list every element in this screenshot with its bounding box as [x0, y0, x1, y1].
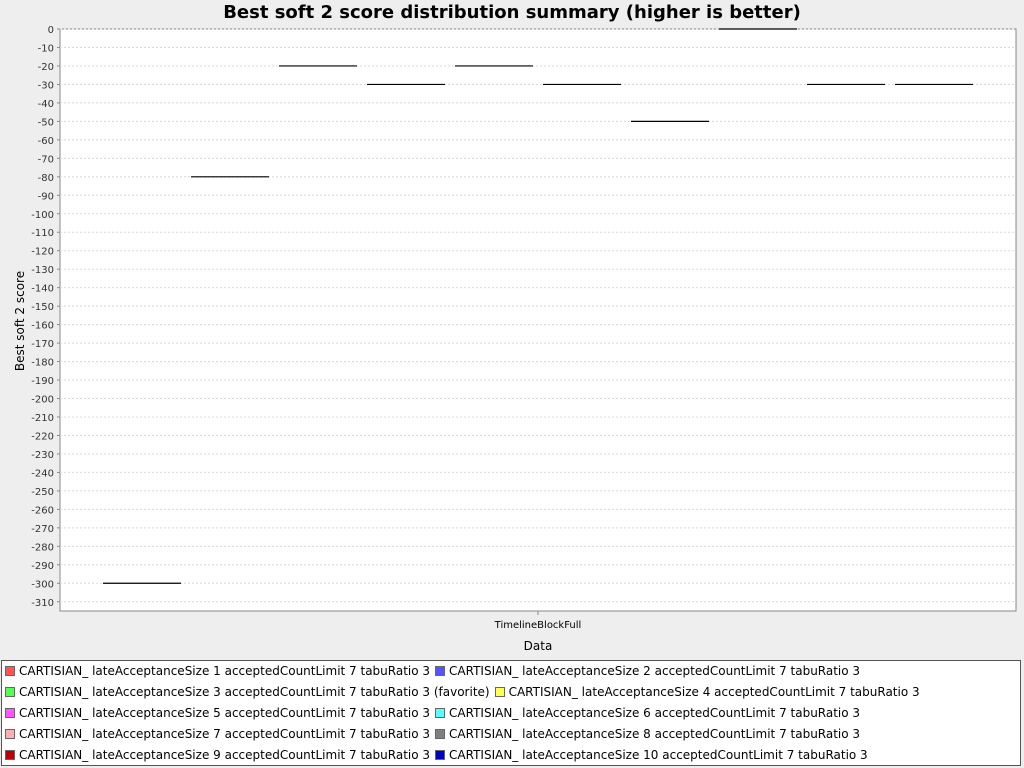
legend-label: CARTISIAN_ lateAcceptanceSize 3 accepted…	[19, 685, 490, 700]
x-axis-label: Data	[523, 639, 553, 653]
y-tick-label: -50	[38, 117, 54, 128]
legend-row: CARTISIAN_ lateAcceptanceSize 5 accepted…	[2, 703, 1020, 724]
legend-label: CARTISIAN_ lateAcceptanceSize 2 accepted…	[449, 664, 861, 679]
y-axis-ticks: 0 -10 -20 -30 -40 -50 -60 -70 -80 -90 -100 -110 -120…	[31, 25, 60, 609]
legend-label: CARTISIAN_ lateAcceptanceSize 6 accepted…	[449, 705, 861, 720]
legend-row: CARTISIAN_ lateAcceptanceSize 3 accepted…	[2, 682, 1020, 703]
y-tick-label: 0	[48, 25, 54, 36]
legend-item: CARTISIAN_ lateAcceptanceSize 6 accepted…	[435, 706, 860, 720]
legend-item: CARTISIAN_ lateAcceptanceSize 9 accepted…	[5, 748, 430, 762]
legend-swatch	[435, 666, 446, 677]
chart-title: Best soft 2 score distribution summary (…	[223, 2, 801, 23]
y-tick-label: -290	[31, 561, 54, 572]
legend-item: CARTISIAN_ lateAcceptanceSize 1 accepted…	[5, 664, 430, 678]
legend-row: CARTISIAN_ lateAcceptanceSize 1 accepted…	[2, 661, 1020, 682]
chart-plot: 0 -10 -20 -30 -40 -50 -60 -70 -80 -90 -100 -110 -120…	[31, 25, 1017, 631]
y-tick-label: -160	[31, 321, 54, 332]
y-tick-label: -100	[31, 210, 54, 221]
x-tick-label: TimelineBlockFull	[494, 620, 582, 631]
y-axis-label: Best soft 2 score	[13, 270, 27, 372]
y-tick-label: -30	[38, 80, 54, 91]
y-tick-label: -220	[31, 431, 54, 442]
legend-swatch	[5, 749, 15, 760]
y-tick-label: -20	[38, 62, 54, 73]
legend-row: CARTISIAN_ lateAcceptanceSize 9 accepted…	[2, 744, 1020, 765]
y-tick-label: -260	[31, 505, 54, 516]
legend-label: CARTISIAN_ lateAcceptanceSize 8 accepted…	[449, 726, 861, 741]
y-tick-label: -140	[31, 284, 54, 295]
legend-swatch	[435, 728, 446, 739]
legend-swatch	[5, 687, 15, 698]
y-tick-label: -80	[38, 173, 54, 184]
y-tick-label: -130	[31, 265, 54, 276]
y-tick-label: -300	[31, 579, 54, 590]
legend-swatch	[5, 707, 15, 718]
legend-label: CARTISIAN_ lateAcceptanceSize 5 accepted…	[19, 705, 431, 720]
y-tick-label: -70	[38, 154, 54, 165]
legend-swatch	[494, 687, 505, 698]
legend-label: CARTISIAN_ lateAcceptanceSize 10 accepte…	[449, 747, 868, 762]
y-tick-label: -270	[31, 524, 54, 535]
y-tick-label: -90	[38, 191, 54, 202]
legend-swatch	[435, 749, 446, 760]
y-tick-label: -60	[38, 136, 54, 147]
legend-item: CARTISIAN_ lateAcceptanceSize 4 accepted…	[494, 685, 920, 700]
legend-swatch	[5, 666, 15, 677]
legend-label: CARTISIAN_ lateAcceptanceSize 7 accepted…	[19, 726, 431, 741]
legend-item: CARTISIAN_ lateAcceptanceSize 2 accepted…	[435, 664, 860, 678]
y-tick-label: -190	[31, 376, 54, 387]
plot-area	[59, 28, 1017, 612]
x-axis-ticks: TimelineBlockFull	[494, 611, 582, 631]
y-tick-label: -10	[38, 43, 54, 54]
y-tick-label: -40	[38, 99, 54, 110]
y-tick-label: -180	[31, 358, 54, 369]
legend-item: CARTISIAN_ lateAcceptanceSize 3 accepted…	[5, 685, 490, 699]
legend-label: CARTISIAN_ lateAcceptanceSize 9 accepted…	[19, 747, 431, 762]
y-tick-label: -110	[31, 228, 54, 239]
legend: CARTISIAN_ lateAcceptanceSize 1 accepted…	[1, 660, 1021, 766]
legend-swatch	[5, 728, 15, 739]
y-tick-label: -170	[31, 339, 54, 350]
legend-label: CARTISIAN_ lateAcceptanceSize 1 accepted…	[19, 664, 431, 679]
y-tick-label: -250	[31, 487, 54, 498]
legend-item: CARTISIAN_ lateAcceptanceSize 10 accepte…	[435, 748, 868, 762]
legend-item: CARTISIAN_ lateAcceptanceSize 7 accepted…	[5, 727, 430, 741]
y-tick-label: -230	[31, 450, 54, 461]
y-tick-label: -240	[31, 468, 54, 479]
legend-swatch	[435, 707, 446, 718]
y-tick-label: -280	[31, 542, 54, 553]
grid-lines	[60, 28, 1016, 603]
y-tick-label: -120	[31, 247, 54, 258]
data-marks	[103, 28, 973, 584]
legend-label: CARTISIAN_ lateAcceptanceSize 4 accepted…	[508, 685, 920, 700]
y-tick-label: -310	[31, 598, 54, 609]
y-tick-label: -200	[31, 395, 54, 406]
legend-row: CARTISIAN_ lateAcceptanceSize 7 accepted…	[2, 723, 1020, 744]
legend-item: CARTISIAN_ lateAcceptanceSize 8 accepted…	[435, 727, 860, 741]
legend-item: CARTISIAN_ lateAcceptanceSize 5 accepted…	[5, 706, 430, 720]
y-tick-label: -150	[31, 302, 54, 313]
y-tick-label: -210	[31, 413, 54, 424]
